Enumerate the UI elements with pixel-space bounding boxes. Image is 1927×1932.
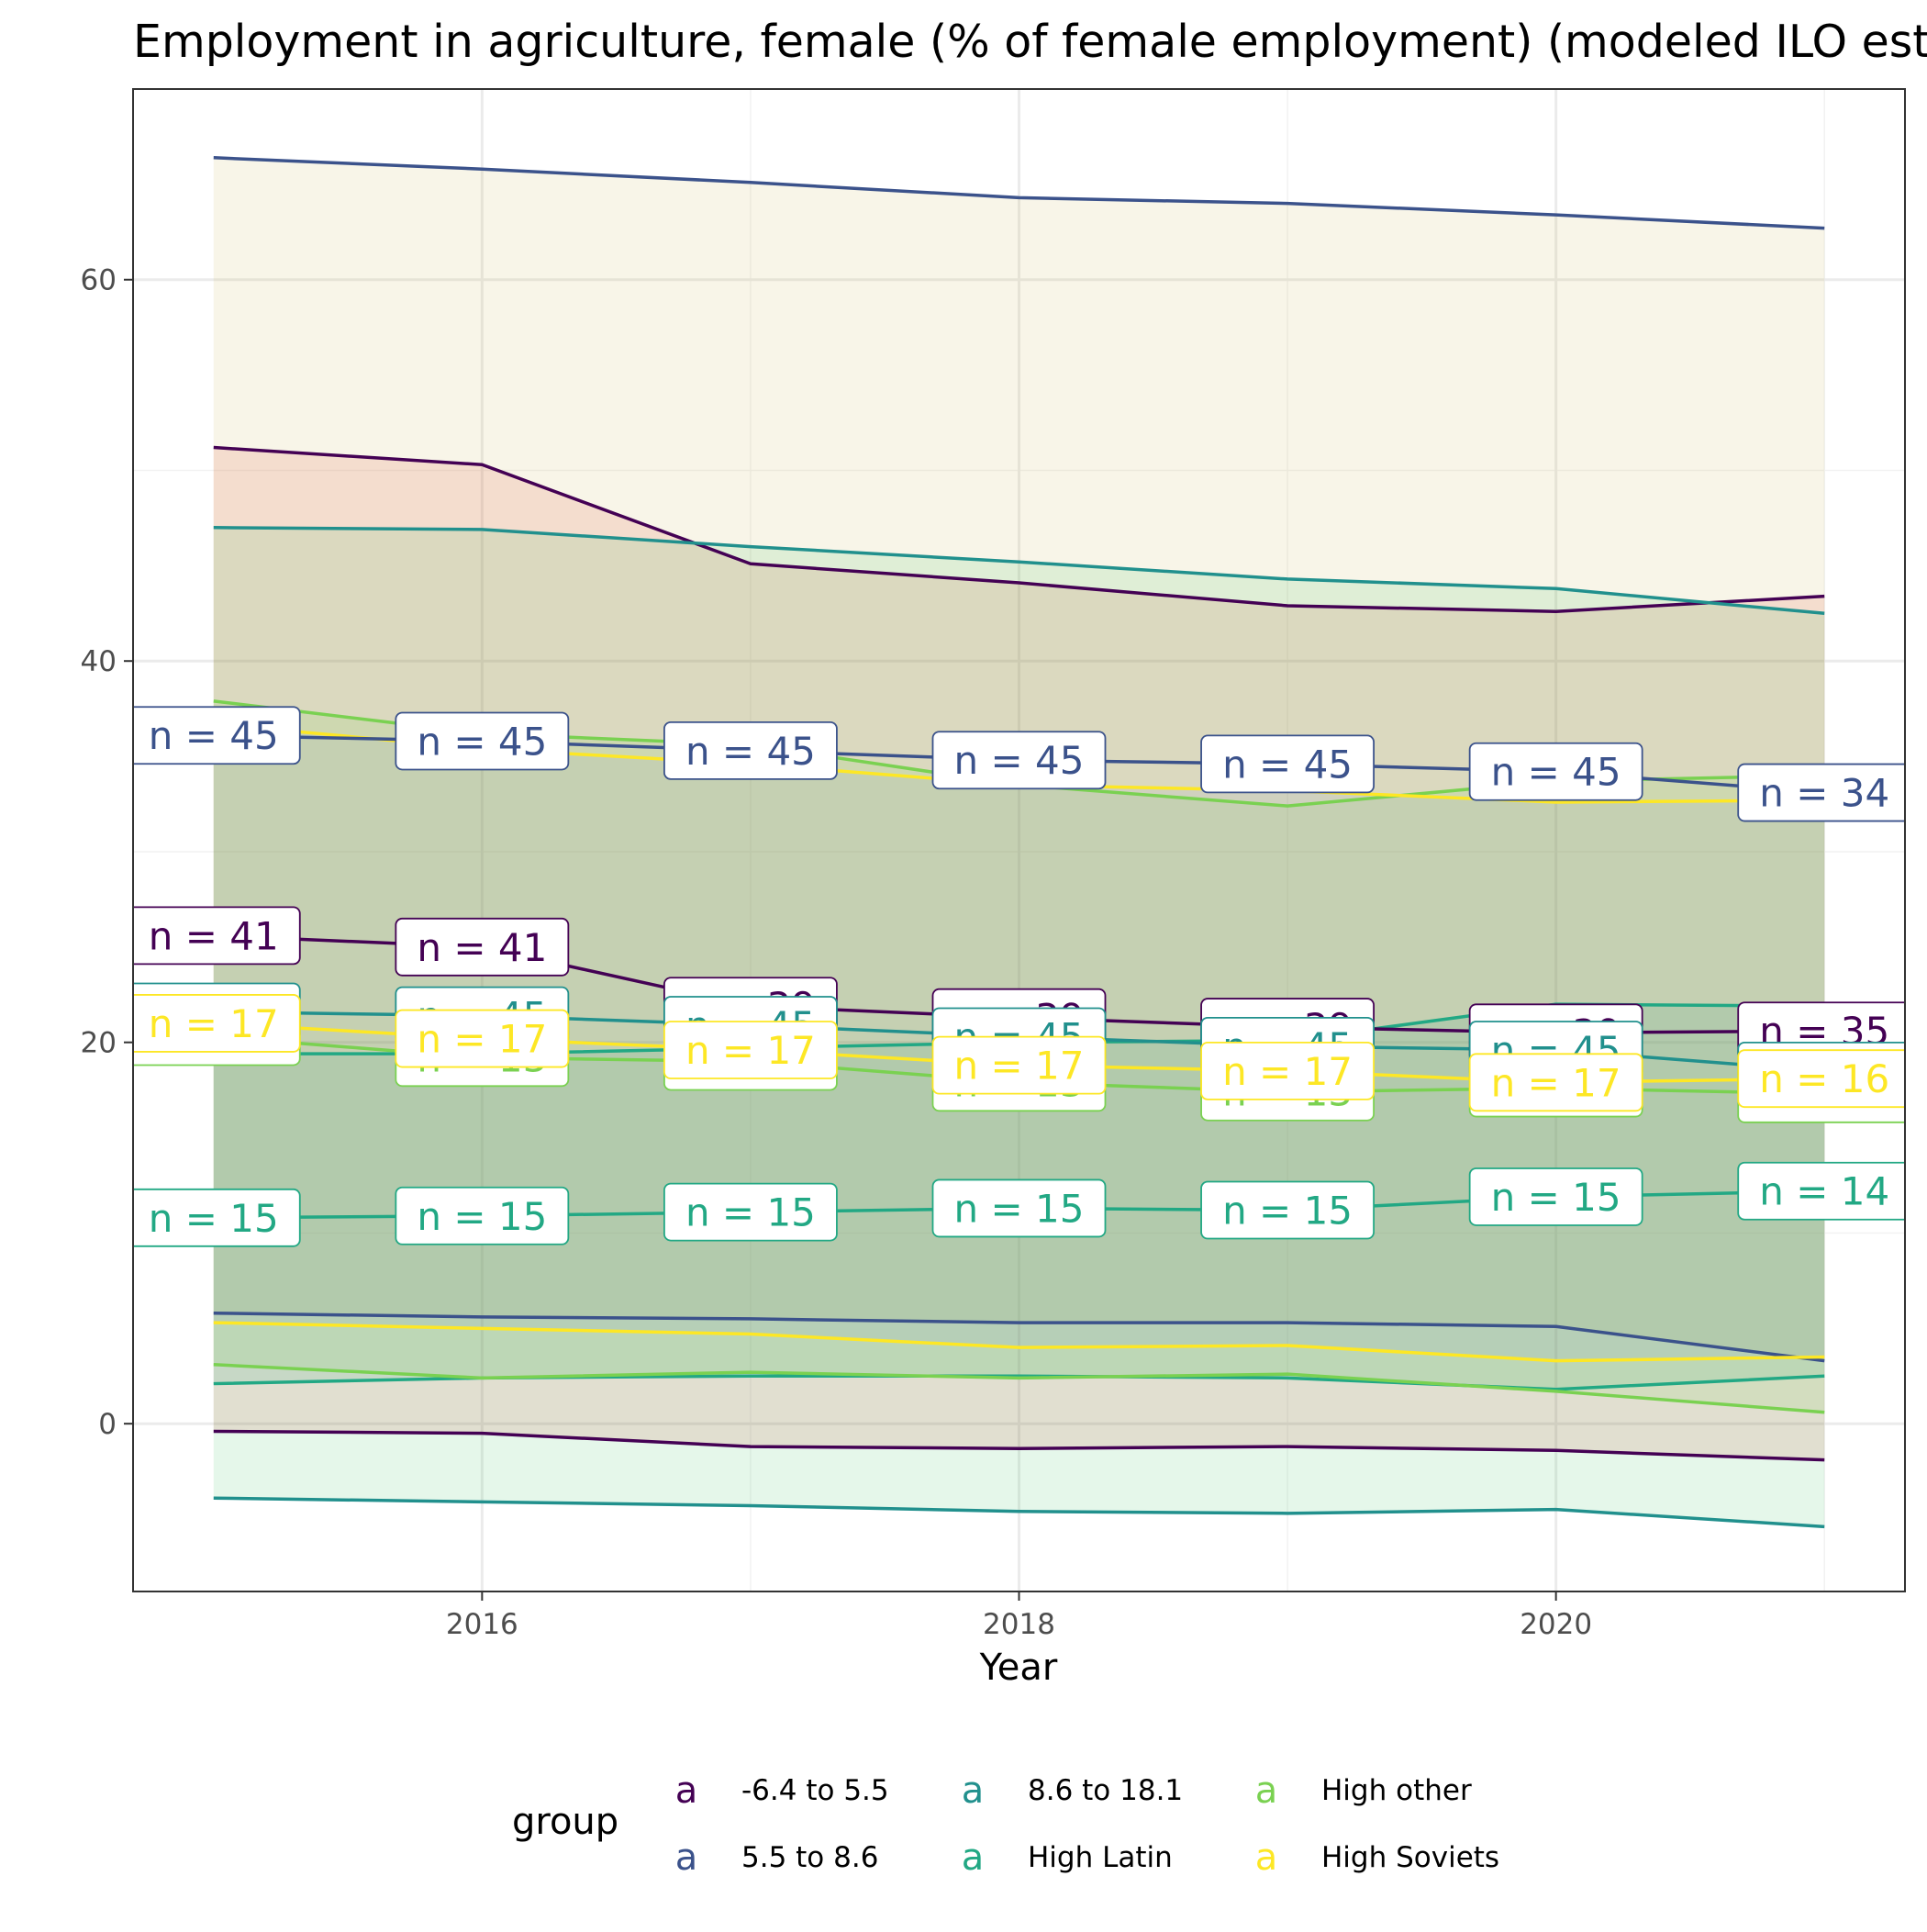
n-label-box <box>133 994 301 1053</box>
n-label: n = 17 <box>954 1044 1085 1089</box>
n-label: n = 16 <box>1759 1056 1889 1101</box>
n-label-box <box>1468 1053 1643 1112</box>
n-label-box <box>663 1182 838 1242</box>
n-label-box <box>395 1186 570 1245</box>
legend-label: High Latin <box>1028 1841 1173 1874</box>
n-label-box <box>1468 742 1643 801</box>
ribbon-band <box>213 447 1825 1460</box>
n-label-box <box>1737 1049 1905 1109</box>
n-label-box <box>931 1178 1107 1238</box>
legend-key: a <box>962 1837 985 1879</box>
legend-key: a <box>962 1770 985 1812</box>
axis-layer: 2016 2018 2020 0 20 40 60 <box>81 264 1593 1641</box>
n-label-box <box>663 1021 838 1079</box>
x-tick-label: 2018 <box>983 1608 1055 1641</box>
n-label-box <box>1200 1180 1375 1240</box>
label-layer: n = 41n = 41n = 39n = 39n = 39n = 39n = … <box>133 706 1905 1247</box>
n-label-box <box>1737 763 1905 822</box>
y-tick-label: 20 <box>81 1027 117 1060</box>
legend-label: High other <box>1321 1774 1472 1807</box>
n-label-box <box>1200 1041 1375 1100</box>
plot-layer: n = 41n = 41n = 39n = 39n = 39n = 39n = … <box>133 156 1905 1529</box>
n-label-box <box>395 917 570 977</box>
n-label: n = 17 <box>685 1028 816 1073</box>
n-label: n = 17 <box>149 1001 279 1046</box>
n-label: n = 15 <box>1222 1189 1353 1234</box>
n-label: n = 15 <box>417 1194 547 1239</box>
n-label: n = 45 <box>954 738 1085 783</box>
n-label: n = 45 <box>685 729 816 774</box>
n-label: n = 34 <box>1759 771 1889 816</box>
n-label-box <box>663 720 838 780</box>
n-label-box <box>133 906 301 966</box>
y-tick-label: 0 <box>98 1408 117 1441</box>
n-label: n = 17 <box>417 1017 547 1062</box>
chart-title: Employment in agriculture, female (% of … <box>133 16 1927 68</box>
n-label: n = 17 <box>1491 1060 1621 1105</box>
legend: group a -6.4 to 5.5 a 5.5 to 8.6 a 8.6 to 18.… <box>512 1770 1499 1879</box>
n-label: n = 15 <box>149 1196 279 1241</box>
n-label-box <box>1200 734 1375 794</box>
n-label: n = 41 <box>149 913 279 958</box>
bound-line-upper <box>213 156 1825 230</box>
x-tick-label: 2016 <box>446 1608 518 1641</box>
bound-line-lower <box>213 1496 1825 1529</box>
y-tick-label: 60 <box>81 264 117 297</box>
legend-key: a <box>675 1837 698 1879</box>
n-label: n = 45 <box>1491 750 1621 795</box>
legend-key: a <box>1255 1770 1278 1812</box>
bound-line-lower <box>213 1311 1825 1363</box>
n-label-box <box>133 1188 301 1247</box>
n-label: n = 45 <box>149 713 279 758</box>
n-label-box <box>1468 1167 1643 1226</box>
n-label-box <box>395 711 570 771</box>
bound-line-lower <box>213 1321 1825 1363</box>
n-label-box <box>931 1035 1107 1095</box>
n-label: n = 15 <box>685 1190 816 1235</box>
y-tick-label: 40 <box>81 645 117 678</box>
x-tick-label: 2020 <box>1520 1608 1592 1641</box>
bound-line-lower <box>213 1363 1825 1414</box>
legend-title: group <box>512 1801 618 1843</box>
legend-label: 5.5 to 8.6 <box>741 1841 878 1874</box>
bound-line-upper <box>213 445 1825 613</box>
bound-line-upper <box>213 526 1825 616</box>
x-axis-title: Year <box>979 1647 1058 1689</box>
n-label: n = 45 <box>417 719 547 764</box>
n-label-box <box>395 1009 570 1068</box>
legend-label: High Soviets <box>1321 1841 1499 1874</box>
legend-label: -6.4 to 5.5 <box>741 1774 889 1807</box>
n-label-box <box>133 706 301 765</box>
legend-label: 8.6 to 18.1 <box>1028 1774 1183 1807</box>
n-label: n = 17 <box>1222 1049 1353 1094</box>
n-label: n = 45 <box>1222 742 1353 787</box>
legend-key: a <box>675 1770 698 1812</box>
n-label: n = 41 <box>417 925 547 970</box>
n-label-box <box>931 731 1107 790</box>
n-label: n = 15 <box>1491 1175 1621 1220</box>
n-label: n = 14 <box>1759 1169 1889 1214</box>
n-label: n = 15 <box>954 1186 1085 1231</box>
legend-key: a <box>1255 1837 1278 1879</box>
n-label-box <box>1737 1161 1905 1221</box>
bound-line-lower <box>213 1429 1825 1462</box>
